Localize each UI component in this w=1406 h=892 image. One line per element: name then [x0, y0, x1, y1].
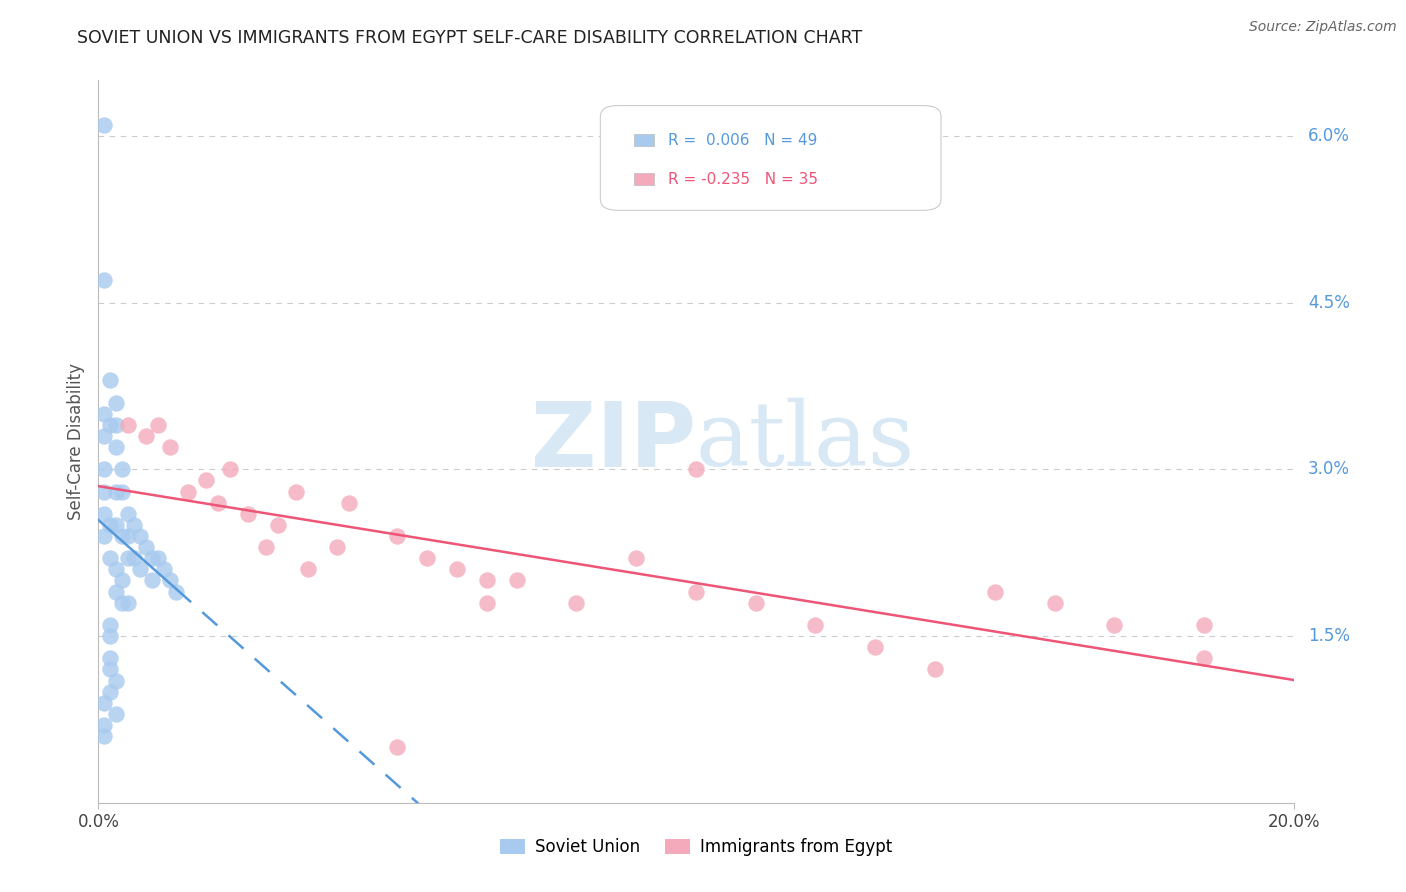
FancyBboxPatch shape: [634, 134, 654, 146]
Text: 3.0%: 3.0%: [1308, 460, 1350, 478]
Point: [98, 651, 122, 665]
Point: [105, 584, 128, 599]
Point: [98, 373, 122, 387]
Point: [124, 517, 146, 532]
Point: [117, 507, 139, 521]
FancyBboxPatch shape: [600, 105, 941, 211]
Point: [254, 540, 277, 554]
Point: [165, 584, 187, 599]
Point: [236, 507, 259, 521]
Point: [124, 551, 146, 566]
Point: [98, 662, 122, 676]
Point: [129, 562, 152, 576]
Text: ZIP: ZIP: [531, 398, 696, 485]
Point: [297, 562, 319, 576]
Point: [135, 429, 157, 443]
Point: [93, 718, 115, 732]
Text: 6.0%: 6.0%: [1308, 127, 1350, 145]
Point: [141, 551, 163, 566]
Point: [177, 484, 200, 499]
Point: [1104, 618, 1126, 632]
Point: [207, 496, 229, 510]
Point: [105, 517, 128, 532]
Point: [339, 496, 361, 510]
Point: [93, 462, 115, 476]
Point: [626, 551, 648, 566]
Point: [111, 529, 134, 543]
Point: [326, 540, 349, 554]
Point: [148, 417, 170, 432]
Point: [111, 462, 134, 476]
Point: [745, 596, 768, 610]
Point: [98, 417, 122, 432]
Point: [129, 529, 152, 543]
Point: [105, 706, 128, 721]
Point: [98, 618, 122, 632]
Text: R =  0.006   N = 49: R = 0.006 N = 49: [668, 133, 818, 148]
Point: [153, 562, 176, 576]
Point: [93, 484, 115, 499]
Point: [1043, 596, 1066, 610]
Point: [141, 574, 163, 588]
Point: [685, 462, 707, 476]
Point: [105, 673, 128, 688]
Point: [93, 529, 115, 543]
Text: Source: ZipAtlas.com: Source: ZipAtlas.com: [1249, 20, 1396, 34]
Point: [446, 562, 468, 576]
Text: 1.5%: 1.5%: [1308, 627, 1350, 645]
Point: [117, 529, 139, 543]
Point: [111, 596, 134, 610]
Point: [93, 696, 115, 710]
Point: [565, 596, 588, 610]
Point: [117, 417, 139, 432]
Text: R = -0.235   N = 35: R = -0.235 N = 35: [668, 172, 818, 186]
Y-axis label: Self-Care Disability: Self-Care Disability: [66, 363, 84, 520]
Point: [98, 551, 122, 566]
Point: [219, 462, 242, 476]
Point: [105, 484, 128, 499]
Point: [159, 574, 181, 588]
Point: [105, 440, 128, 454]
Point: [1192, 618, 1215, 632]
Point: [385, 529, 409, 543]
Point: [475, 596, 498, 610]
FancyBboxPatch shape: [634, 173, 654, 186]
Point: [804, 618, 827, 632]
Point: [284, 484, 307, 499]
Point: [98, 684, 122, 698]
Point: [117, 596, 139, 610]
Point: [105, 417, 128, 432]
Point: [685, 584, 707, 599]
Point: [105, 562, 128, 576]
Point: [865, 640, 887, 655]
Point: [111, 574, 134, 588]
Point: [111, 484, 134, 499]
Point: [93, 429, 115, 443]
Point: [195, 474, 218, 488]
Point: [159, 440, 181, 454]
Point: [98, 517, 122, 532]
Point: [117, 551, 139, 566]
Point: [267, 517, 290, 532]
Text: SOVIET UNION VS IMMIGRANTS FROM EGYPT SELF-CARE DISABILITY CORRELATION CHART: SOVIET UNION VS IMMIGRANTS FROM EGYPT SE…: [77, 29, 862, 47]
Point: [93, 273, 115, 287]
Point: [105, 395, 128, 409]
Point: [416, 551, 439, 566]
Point: [385, 740, 409, 755]
Text: 4.5%: 4.5%: [1308, 293, 1350, 311]
Point: [924, 662, 946, 676]
Point: [93, 118, 115, 132]
Text: atlas: atlas: [696, 398, 915, 485]
Point: [475, 574, 498, 588]
Point: [93, 507, 115, 521]
Point: [984, 584, 1007, 599]
Point: [135, 540, 157, 554]
Point: [1192, 651, 1215, 665]
Point: [93, 407, 115, 421]
Point: [93, 729, 115, 743]
Point: [98, 629, 122, 643]
Point: [148, 551, 170, 566]
Legend: Soviet Union, Immigrants from Egypt: Soviet Union, Immigrants from Egypt: [494, 831, 898, 863]
Point: [506, 574, 529, 588]
